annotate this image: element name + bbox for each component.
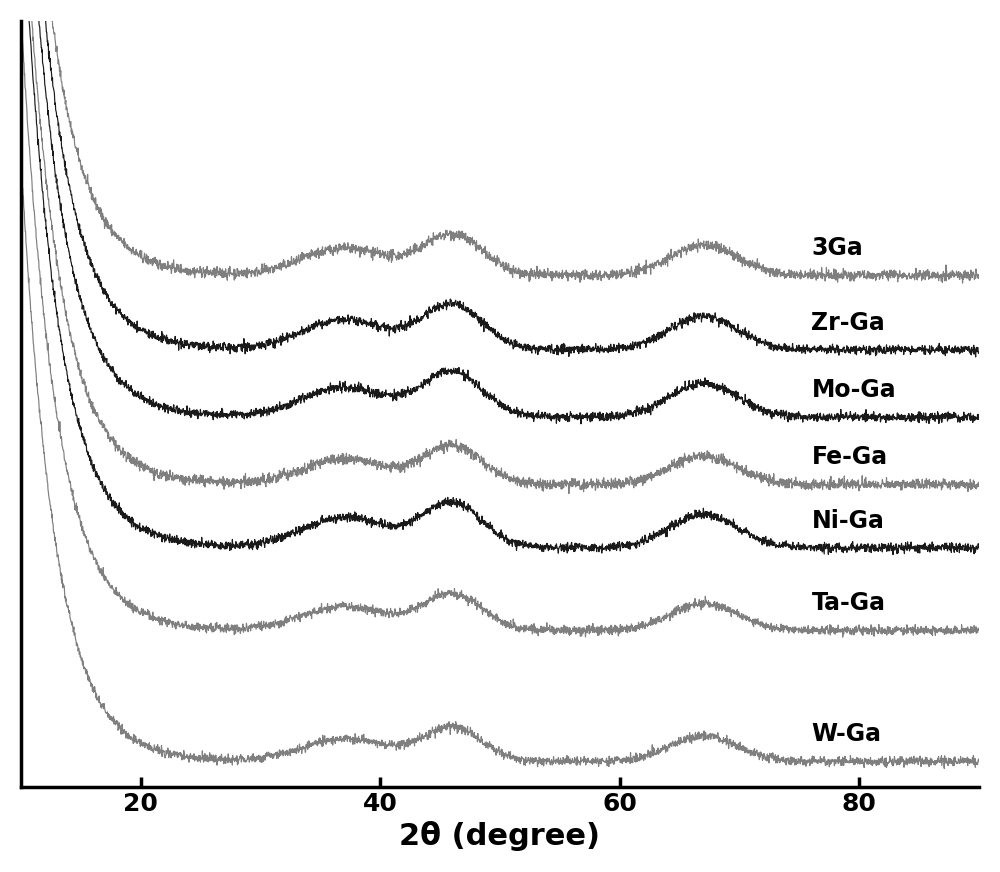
Text: 3Ga: 3Ga [811,236,863,260]
Text: Fe-Ga: Fe-Ga [811,446,888,469]
Text: Mo-Ga: Mo-Ga [811,378,896,402]
X-axis label: 2θ (degree): 2θ (degree) [399,821,600,851]
Text: Ni-Ga: Ni-Ga [811,508,884,533]
Text: Zr-Ga: Zr-Ga [811,310,885,335]
Text: Ta-Ga: Ta-Ga [811,591,885,615]
Text: W-Ga: W-Ga [811,722,881,746]
